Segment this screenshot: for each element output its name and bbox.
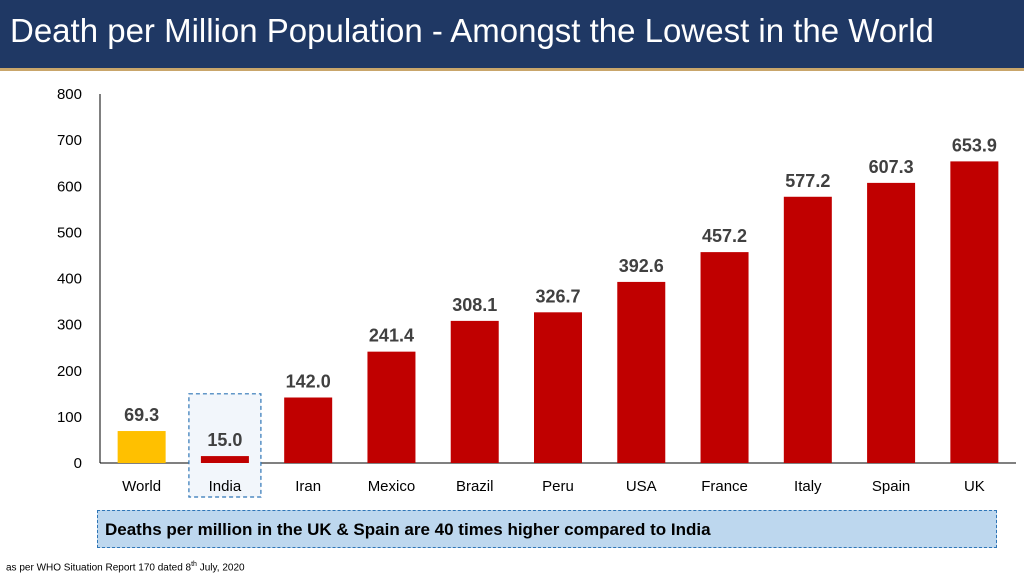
y-tick-label: 600 — [57, 178, 82, 195]
x-tick-label-peru: Peru — [542, 478, 574, 495]
footnote: as per WHO Situation Report 170 dated 8t… — [6, 561, 245, 573]
data-label-usa: 392.6 — [619, 256, 664, 276]
data-label-mexico: 241.4 — [369, 326, 414, 346]
y-tick-label: 0 — [74, 455, 82, 472]
x-tick-label-brazil: Brazil — [456, 478, 494, 495]
callout-text: Deaths per million in the UK & Spain are… — [105, 520, 711, 539]
callout-box: Deaths per million in the UK & Spain are… — [97, 510, 997, 548]
x-tick-label-france: France — [701, 478, 748, 495]
x-tick-label-india: India — [209, 478, 242, 495]
bar-india — [200, 456, 249, 463]
data-label-france: 457.2 — [702, 226, 747, 246]
bar-france — [700, 252, 749, 463]
footnote-suffix: July, 2020 — [196, 562, 245, 574]
y-tick-label: 500 — [57, 224, 82, 241]
footnote-sup: th — [191, 561, 197, 568]
x-tick-label-world: World — [122, 478, 161, 495]
bar-italy — [783, 196, 832, 463]
y-tick-label: 300 — [57, 317, 82, 334]
bar-chart: 0 100 200 300 400 500 600 700 800 69.3 World 15.0 In… — [57, 86, 1016, 498]
header-bar — [0, 0, 1024, 68]
x-tick-label-uk: UK — [964, 478, 985, 495]
y-tick-label: 700 — [57, 132, 82, 149]
data-label-india: 15.0 — [207, 430, 242, 450]
bar-usa — [617, 281, 666, 463]
page-title: Death per Million Population - Amongst t… — [10, 12, 934, 49]
y-tick-label: 400 — [57, 271, 82, 288]
y-tick-label: 800 — [57, 86, 82, 103]
x-tick-label-italy: Italy — [794, 478, 822, 495]
footnote-prefix: as per WHO Situation Report 170 dated 8 — [6, 562, 192, 574]
data-label-iran: 142.0 — [286, 372, 331, 392]
bar-spain — [867, 182, 916, 463]
bar-world — [117, 431, 166, 463]
bar-brazil — [450, 320, 499, 463]
bar-iran — [284, 397, 333, 463]
x-tick-label-iran: Iran — [295, 478, 321, 495]
y-tick-label: 100 — [57, 409, 82, 426]
data-label-spain: 607.3 — [869, 157, 914, 177]
y-tick-label: 200 — [57, 363, 82, 380]
data-label-brazil: 308.1 — [452, 295, 497, 315]
data-label-world: 69.3 — [124, 405, 159, 425]
x-tick-label-mexico: Mexico — [368, 478, 416, 495]
data-label-uk: 653.9 — [952, 135, 997, 155]
data-label-italy: 577.2 — [785, 171, 830, 191]
highlight-box-india — [188, 393, 262, 498]
x-tick-label-usa: USA — [626, 478, 657, 495]
x-tick-label-spain: Spain — [872, 478, 910, 495]
bar-mexico — [367, 351, 416, 463]
bar-uk — [950, 161, 999, 464]
data-label-peru: 326.7 — [535, 286, 580, 306]
header-divider — [0, 68, 1024, 71]
bar-peru — [534, 312, 582, 463]
